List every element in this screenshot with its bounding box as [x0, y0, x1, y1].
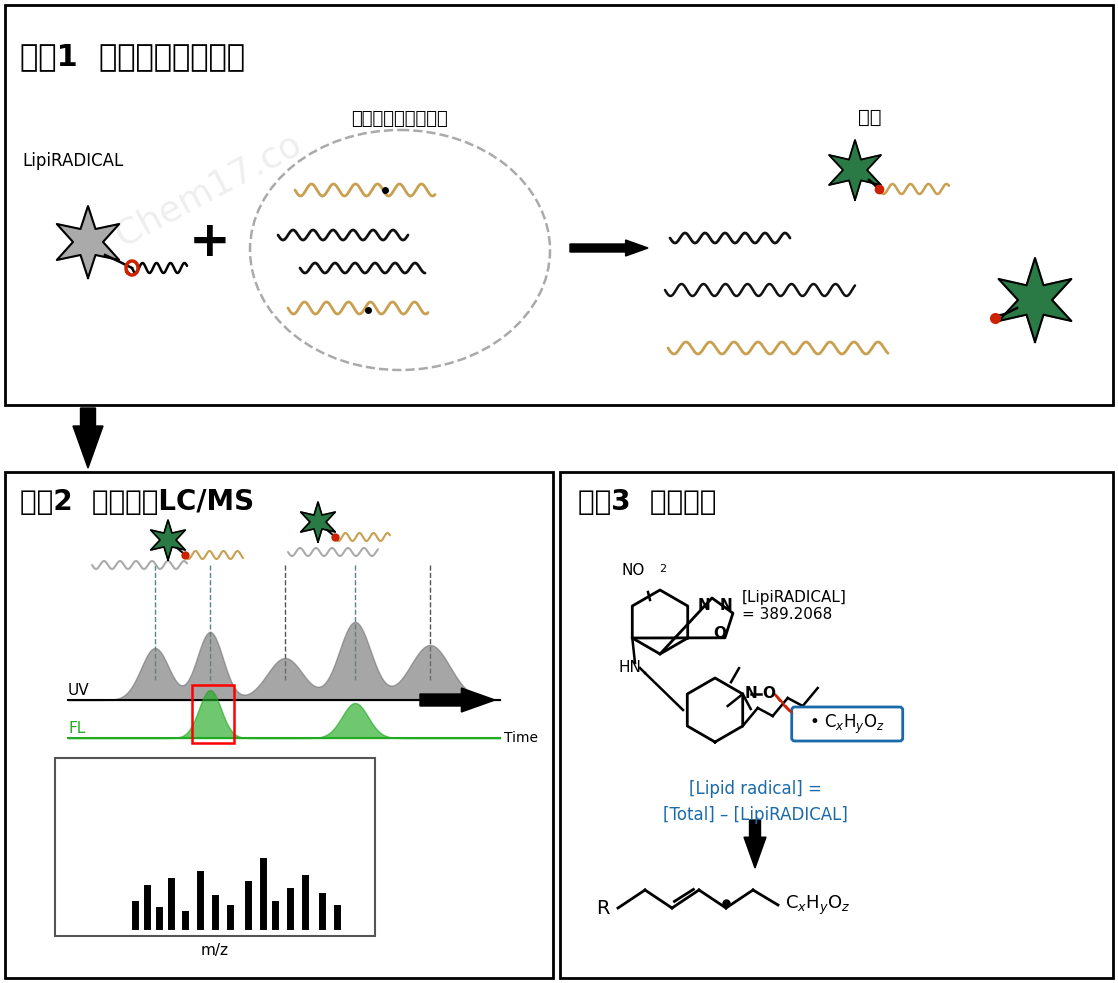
- Text: [Lipid radical] =
[Total] – [LipiRADICAL]: [Lipid radical] = [Total] – [LipiRADICAL…: [663, 780, 847, 825]
- Text: • C$_x$H$_y$O$_z$: • C$_x$H$_y$O$_z$: [808, 713, 884, 735]
- Bar: [4, 472, 553, 978]
- Text: N: N: [720, 598, 732, 612]
- Text: m/z: m/z: [201, 943, 229, 958]
- Bar: [192, 685, 234, 743]
- Bar: [4, 5, 1114, 405]
- Text: 步骤3  推断结构: 步骤3 推断结构: [578, 488, 717, 516]
- Polygon shape: [830, 140, 881, 200]
- FancyBboxPatch shape: [792, 707, 902, 741]
- Text: Time: Time: [504, 731, 538, 745]
- Text: R: R: [597, 898, 610, 917]
- Polygon shape: [570, 240, 648, 256]
- Text: 含脂质自由基的样品: 含脂质自由基的样品: [352, 110, 448, 128]
- Text: 步骤1  脂质自由基的标记: 步骤1 脂质自由基的标记: [20, 42, 245, 71]
- Polygon shape: [301, 502, 335, 542]
- Bar: [560, 472, 1114, 978]
- Text: O: O: [713, 626, 727, 642]
- Bar: [55, 758, 375, 936]
- Text: UV: UV: [68, 683, 89, 698]
- Polygon shape: [151, 520, 186, 560]
- Text: 标记: 标记: [859, 108, 882, 127]
- Polygon shape: [420, 688, 495, 712]
- Text: HN: HN: [618, 661, 642, 675]
- Text: O: O: [762, 686, 775, 702]
- Polygon shape: [57, 206, 120, 278]
- Text: N: N: [698, 598, 710, 612]
- Text: FL: FL: [68, 721, 85, 736]
- Text: Chem17.co: Chem17.co: [110, 127, 306, 253]
- Polygon shape: [73, 408, 103, 468]
- Text: 步骤2  荧光检测LC/MS: 步骤2 荧光检测LC/MS: [20, 488, 254, 516]
- Text: [LipiRADICAL]
= 389.2068: [LipiRADICAL] = 389.2068: [742, 590, 846, 622]
- Text: C$_x$H$_y$O$_z$: C$_x$H$_y$O$_z$: [785, 894, 851, 916]
- Text: NO: NO: [622, 563, 645, 578]
- Polygon shape: [998, 258, 1071, 342]
- Text: LipiRADICAL: LipiRADICAL: [22, 152, 123, 170]
- Polygon shape: [743, 820, 766, 868]
- Text: 2: 2: [659, 564, 666, 574]
- Text: N: N: [745, 686, 758, 702]
- Text: +: +: [189, 218, 231, 266]
